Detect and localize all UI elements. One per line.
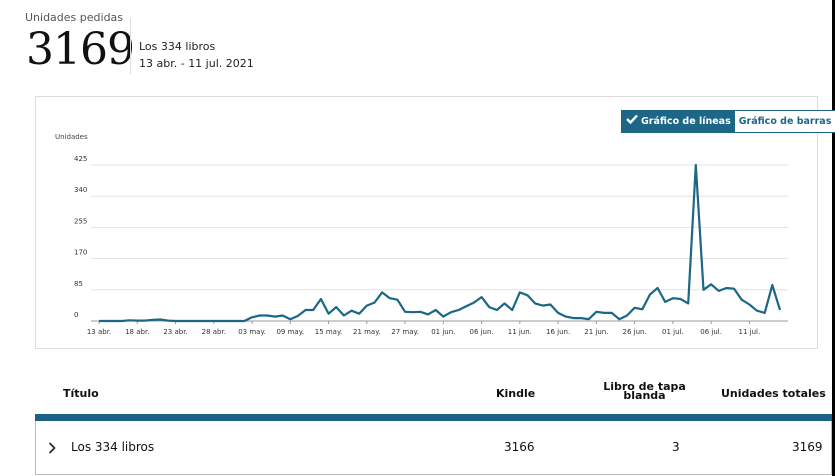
x-tick-label: 01 jun. bbox=[431, 328, 455, 336]
x-tick-label: 06 jul. bbox=[700, 328, 722, 336]
x-tick-label: 15 may. bbox=[315, 328, 343, 336]
summary-divider bbox=[130, 18, 131, 74]
y-tick-label: 0 bbox=[74, 311, 78, 319]
summary-book-name: Los 334 libros bbox=[139, 40, 216, 53]
check-icon bbox=[626, 111, 638, 132]
line-chart-button-label: Gráfico de líneas bbox=[641, 116, 731, 127]
row-total: 3169 bbox=[792, 440, 823, 454]
chevron-right-icon[interactable] bbox=[48, 439, 56, 454]
x-tick-label: 16 jun. bbox=[546, 328, 570, 336]
x-tick-label: 21 may. bbox=[353, 328, 381, 336]
x-tick-label: 11 jul. bbox=[739, 328, 761, 336]
row-kindle: 3166 bbox=[504, 440, 535, 454]
y-axis-title: Unidades bbox=[55, 133, 88, 141]
y-tick-label: 85 bbox=[74, 280, 83, 288]
x-tick-label: 13 abr. bbox=[87, 328, 111, 336]
y-tick-label: 340 bbox=[74, 186, 87, 194]
table-row[interactable]: Los 334 libros 3166 3 3169 bbox=[35, 421, 832, 475]
x-tick-label: 27 may. bbox=[391, 328, 419, 336]
bar-chart-button-label: Gráfico de barras bbox=[738, 116, 832, 127]
x-tick-label: 18 abr. bbox=[125, 328, 149, 336]
summary-date-range: 13 abr. - 11 jul. 2021 bbox=[139, 57, 254, 70]
x-tick-label: 03 may. bbox=[238, 328, 266, 336]
row-paperback: 3 bbox=[672, 440, 680, 454]
x-tick-label: 06 jun. bbox=[469, 328, 493, 336]
x-tick-label: 21 jun. bbox=[584, 328, 608, 336]
x-tick-label: 09 may. bbox=[276, 328, 304, 336]
units-ordered-label: Unidades pedidas bbox=[25, 11, 124, 24]
x-tick-label: 23 abr. bbox=[163, 328, 187, 336]
line-chart: Unidades 0 85 170 255 340 425 13 abr. 18 abr. 23 … bbox=[55, 133, 788, 336]
column-header-paperback[interactable]: Libro de tapa blanda bbox=[603, 380, 686, 402]
x-tick-label: 26 jun. bbox=[623, 328, 647, 336]
bar-chart-button[interactable]: Gráfico de barras bbox=[734, 111, 835, 132]
chart-container: Unidades 0 85 170 255 340 425 13 abr. 18 abr. 23 … bbox=[35, 96, 835, 349]
series-line bbox=[99, 163, 782, 323]
column-header-kindle[interactable]: Kindle bbox=[496, 387, 536, 400]
x-tick-label: 01 jul. bbox=[662, 328, 684, 336]
x-tick-label: 28 abr. bbox=[202, 328, 226, 336]
units-ordered-total: 3169 bbox=[26, 24, 135, 75]
x-tick-label: 11 jun. bbox=[508, 328, 532, 336]
y-tick-label: 170 bbox=[74, 249, 87, 257]
table-header-bar bbox=[35, 414, 832, 421]
row-title: Los 334 libros bbox=[71, 440, 155, 454]
y-tick-label: 255 bbox=[74, 217, 87, 225]
line-chart-button[interactable]: Gráfico de líneas bbox=[622, 111, 735, 132]
column-header-title[interactable]: Título bbox=[63, 387, 99, 400]
chart-type-toggle: Gráfico de líneas Gráfico de barras bbox=[621, 110, 835, 133]
y-tick-label: 425 bbox=[74, 155, 87, 163]
column-header-total[interactable]: Unidades totales bbox=[721, 387, 826, 400]
